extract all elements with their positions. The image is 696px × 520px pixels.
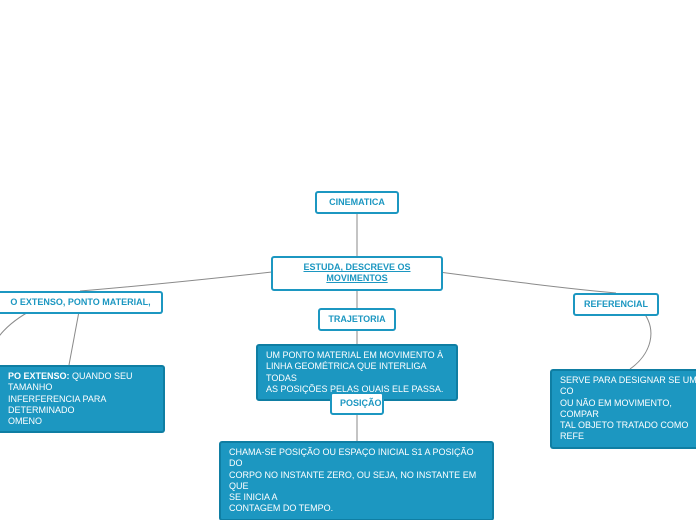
node-estuda-text: ESTUDA, DESCREVE OS MOVIMENTOS [303,262,410,283]
node-ref-desc[interactable]: SERVE PARA DESIGNAR SE UM COOU NÃO EM MO… [550,369,696,449]
node-ref-desc-text: SERVE PARA DESIGNAR SE UM COOU NÃO EM MO… [560,375,696,441]
node-pos[interactable]: POSIÇÃO [330,392,384,415]
node-corpo[interactable]: O EXTENSO, PONTO MATERIAL, [0,291,163,314]
node-root-text: CINEMATICA [329,197,385,207]
node-ref-text: REFERENCIAL [584,299,648,309]
node-pos-desc-text: CHAMA-SE POSIÇÃO OU ESPAÇO INICIAL S1 A … [229,447,476,513]
node-traj-desc-text: UM PONTO MATERIAL EM MOVIMENTO ÀLINHA GE… [266,350,443,394]
node-root[interactable]: CINEMATICA [315,191,399,214]
node-pos-desc[interactable]: CHAMA-SE POSIÇÃO OU ESPAÇO INICIAL S1 A … [219,441,494,520]
node-corpo-desc[interactable]: PO EXTENSO: QUANDO SEU TAMANHOINFERFEREN… [0,365,165,433]
node-corpo-text: O EXTENSO, PONTO MATERIAL, [10,297,150,307]
diagram-canvas: { "colors": { "outline": "#1c97c1", "out… [0,0,696,520]
node-corpo-desc-text: PO EXTENSO: QUANDO SEU TAMANHOINFERFEREN… [8,371,133,426]
node-traj[interactable]: TRAJETORIA [318,308,396,331]
node-estuda[interactable]: ESTUDA, DESCREVE OS MOVIMENTOS [271,256,443,291]
node-ref[interactable]: REFERENCIAL [573,293,659,316]
node-pos-text: POSIÇÃO [340,398,382,408]
node-traj-text: TRAJETORIA [328,314,385,324]
